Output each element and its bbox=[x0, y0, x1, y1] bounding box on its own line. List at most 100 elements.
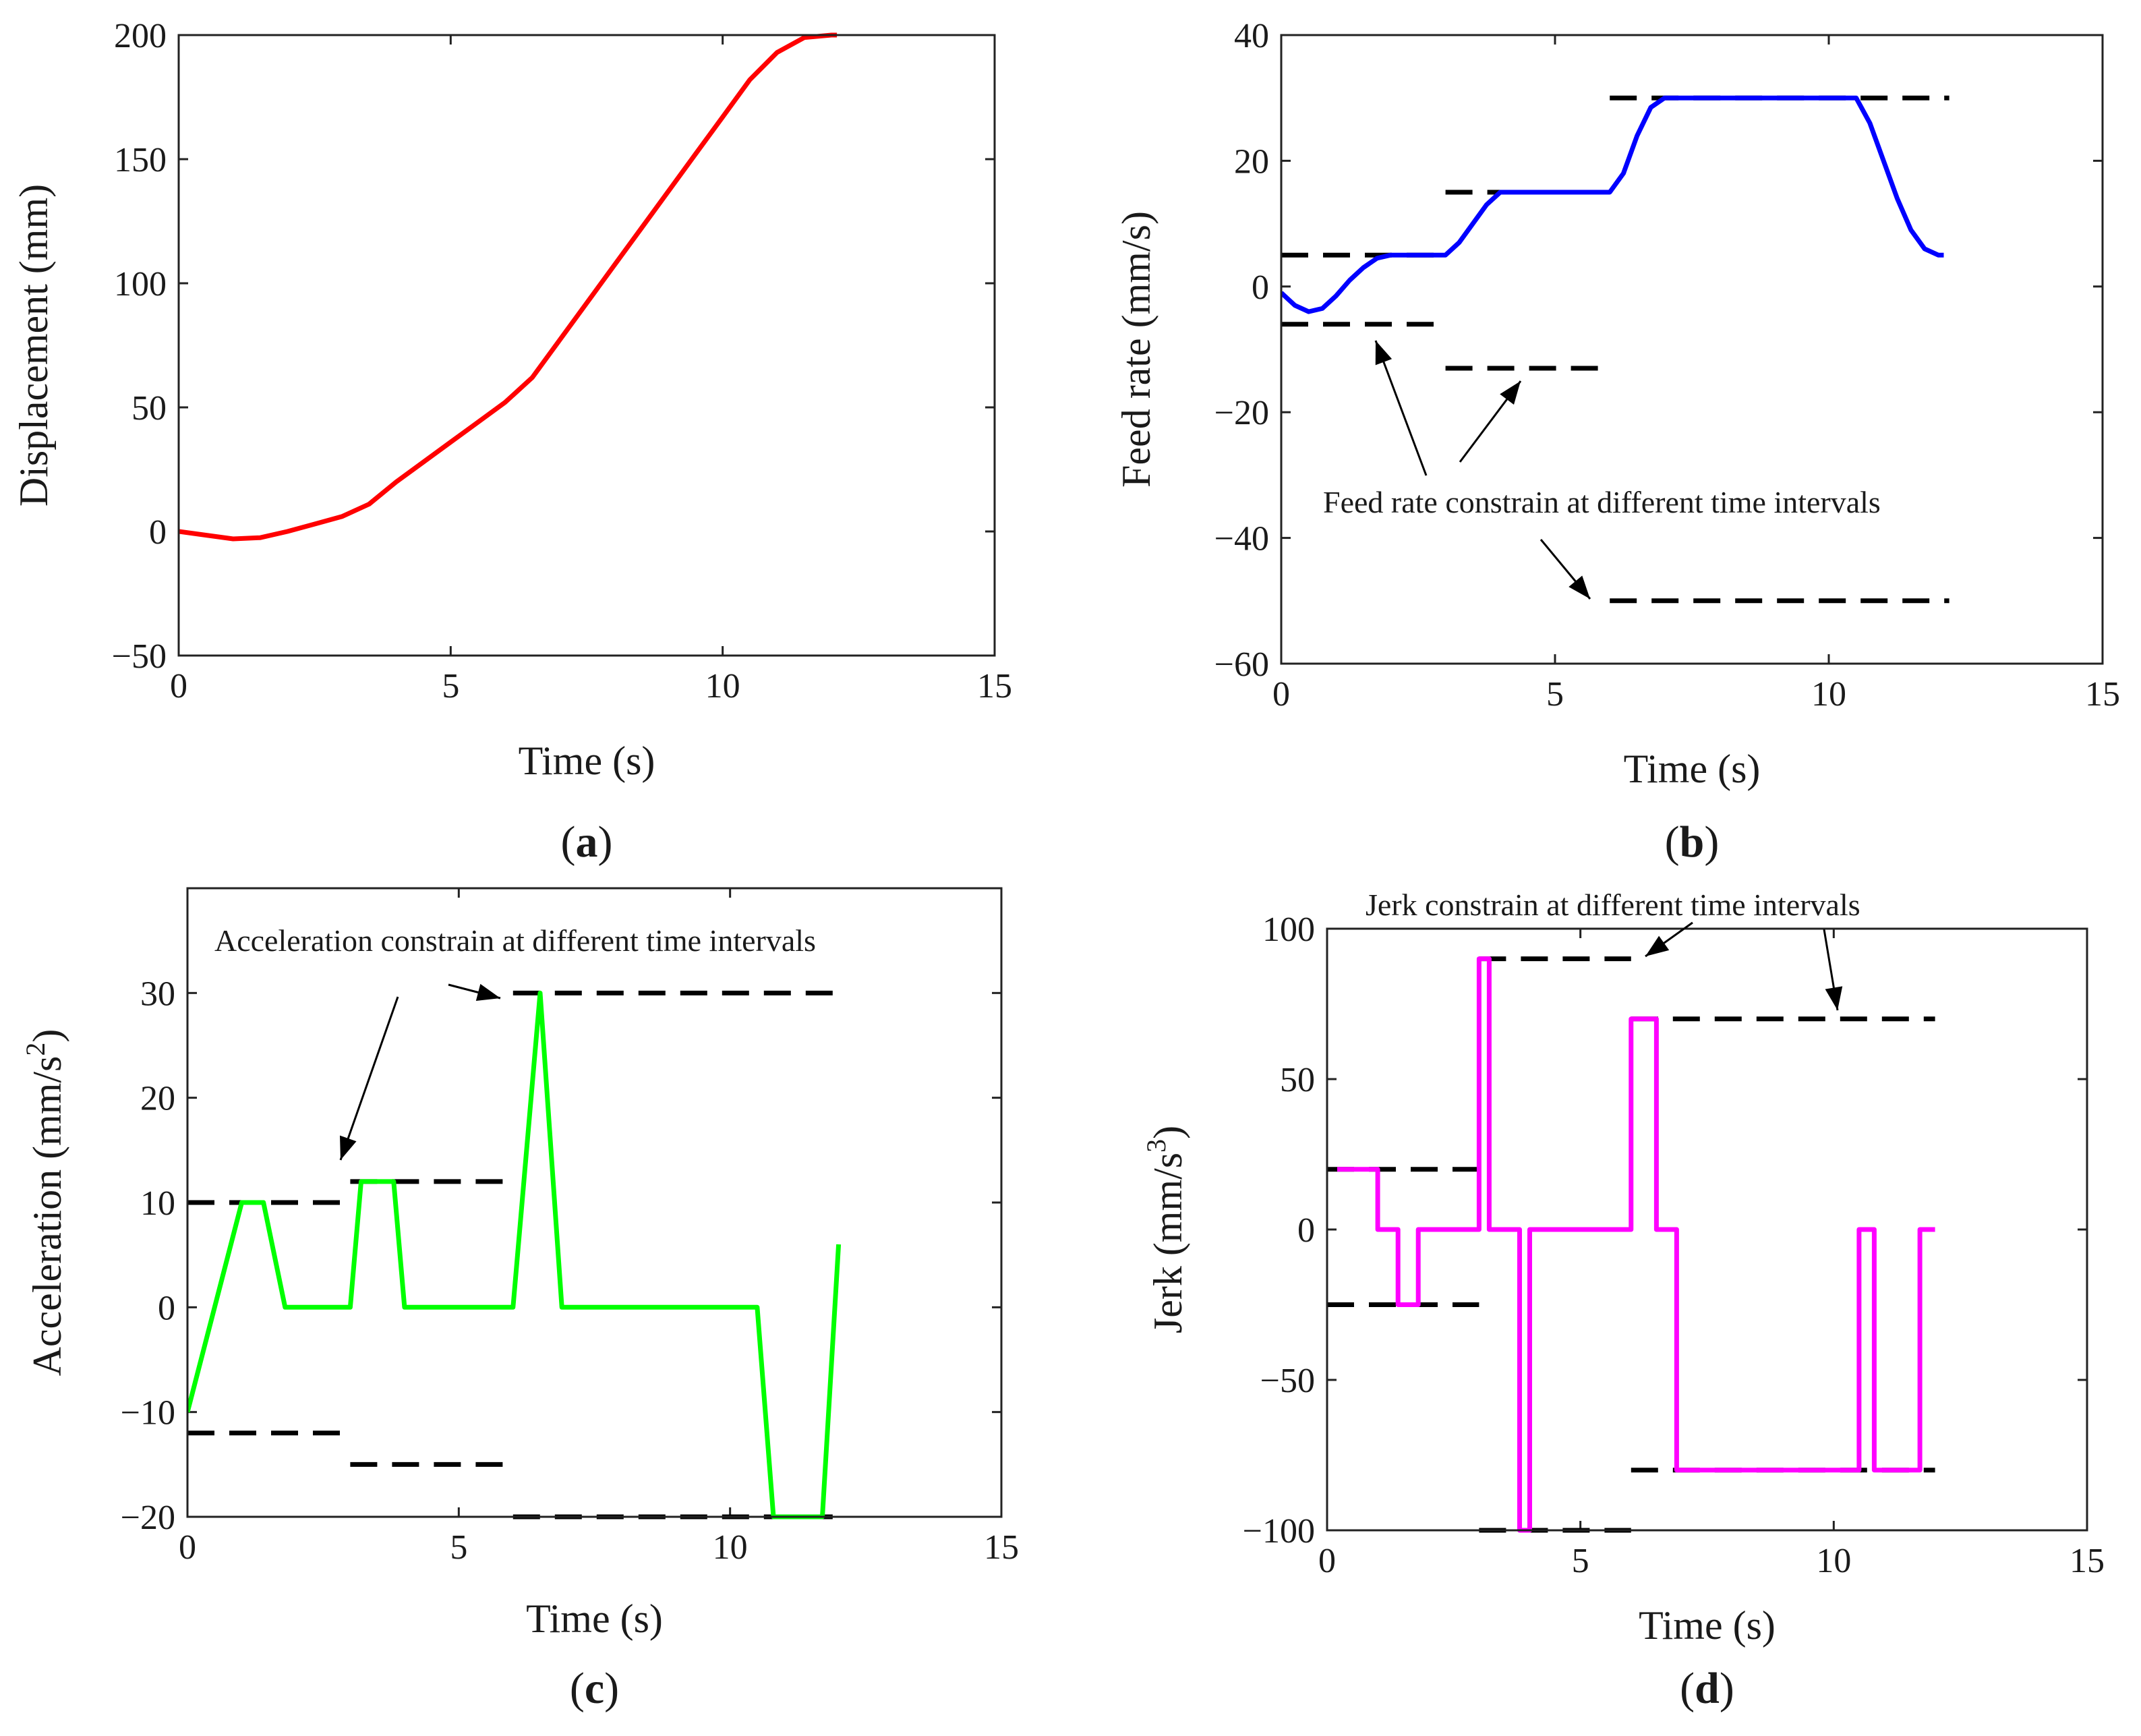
data-point bbox=[1445, 255, 1446, 256]
data-point bbox=[1519, 1229, 1520, 1230]
data-point bbox=[1398, 1304, 1399, 1305]
x-tick-label: 5 bbox=[450, 1528, 467, 1567]
annotation-arrow-3-head bbox=[1568, 575, 1590, 599]
x-tick-label: 10 bbox=[705, 667, 740, 705]
x-tick-label: 5 bbox=[1546, 675, 1564, 714]
panel-c: 0 5 10 15 −20 −10 0 10 20 30 Time (s) Acceleration … bbox=[20, 887, 1019, 1713]
data-point bbox=[404, 1307, 405, 1308]
y-tick-label: −60 bbox=[1214, 645, 1269, 684]
x-tick-label: 15 bbox=[2085, 675, 2120, 714]
y-tick-label: 150 bbox=[114, 141, 167, 179]
annotation-text: Acceleration constrain at different time… bbox=[214, 923, 816, 958]
data-point bbox=[838, 1244, 839, 1245]
y-tick-label: 0 bbox=[158, 1289, 175, 1327]
x-tick-label: 15 bbox=[2070, 1542, 2105, 1580]
series-line-c bbox=[187, 990, 842, 1520]
y-tick-label: 50 bbox=[131, 389, 167, 428]
y-tick-label: 0 bbox=[1297, 1211, 1315, 1250]
data-point bbox=[1938, 255, 1939, 256]
data-point bbox=[1910, 229, 1911, 230]
data-point bbox=[1489, 958, 1490, 959]
axes-frame bbox=[186, 887, 1003, 1518]
data-point bbox=[1858, 1229, 1859, 1230]
y-tick-label: −40 bbox=[1214, 520, 1269, 558]
series-line-a bbox=[179, 32, 838, 542]
x-tick-label: 5 bbox=[442, 667, 459, 705]
data-point bbox=[512, 1307, 513, 1308]
y-tick-label: 30 bbox=[140, 975, 175, 1013]
data-point bbox=[1529, 1229, 1530, 1230]
data-point bbox=[1418, 1229, 1419, 1230]
data-point bbox=[532, 377, 533, 378]
data-point bbox=[1623, 173, 1624, 174]
y-tick-label: 20 bbox=[140, 1080, 175, 1118]
y-tick-label: 100 bbox=[114, 265, 167, 303]
y-tick-label: 0 bbox=[149, 513, 167, 552]
x-tick-label: 0 bbox=[1318, 1542, 1336, 1580]
x-tick-label: 10 bbox=[1811, 675, 1846, 714]
x-tick-label: 10 bbox=[713, 1528, 748, 1567]
data-point bbox=[1489, 1229, 1490, 1230]
panel-d: 0 5 10 15 −100 −50 0 50 100 Time (s) Jerk (mm/s3) (… bbox=[1141, 888, 2105, 1713]
data-point bbox=[314, 523, 315, 524]
axes-frame bbox=[1280, 34, 2104, 665]
annotation-arrow-1-head bbox=[1645, 935, 1670, 956]
x-tick-label: 0 bbox=[179, 1528, 196, 1567]
data-point bbox=[393, 1181, 394, 1182]
data-point bbox=[1874, 1229, 1875, 1230]
data-point bbox=[559, 340, 560, 341]
x-axis-label: Time (s) bbox=[519, 739, 655, 783]
data-point bbox=[1943, 255, 1944, 256]
data-point bbox=[1486, 204, 1487, 205]
panel-b: 0 5 10 15 −60 −40 −20 0 20 40 Time (s) Feed rate (m… bbox=[1114, 17, 2120, 867]
panel-label: (d) bbox=[1680, 1664, 1734, 1713]
x-tick-label: 15 bbox=[977, 667, 1012, 705]
y-tick-label: −20 bbox=[121, 1499, 175, 1537]
data-point bbox=[777, 52, 778, 53]
data-point bbox=[505, 402, 506, 403]
annotation-text: Feed rate constrain at different time in… bbox=[1323, 485, 1881, 519]
data-point bbox=[1418, 1304, 1419, 1305]
y-axis-label: Jerk (mm/s3) bbox=[1141, 1126, 1190, 1333]
panel-label: (a) bbox=[561, 817, 613, 867]
series-line-b bbox=[1281, 95, 1944, 314]
data-point bbox=[1398, 1229, 1399, 1230]
y-tick-label: −10 bbox=[121, 1394, 175, 1433]
y-tick-label: 0 bbox=[1252, 268, 1269, 307]
x-tick-label: 10 bbox=[1816, 1542, 1851, 1580]
annotation-arrow-2-head bbox=[1825, 986, 1843, 1010]
y-axis-label: Displacement (mm) bbox=[11, 184, 56, 507]
annotation-arrow-1-shaft bbox=[339, 996, 399, 1161]
y-tick-label: 100 bbox=[1262, 910, 1315, 949]
data-point bbox=[1336, 295, 1337, 296]
data-point bbox=[287, 531, 288, 532]
y-tick-label: −20 bbox=[1214, 394, 1269, 432]
series-line-d bbox=[1337, 956, 1935, 1533]
x-tick-label: 5 bbox=[1572, 1542, 1589, 1580]
annotation-arrow-1-shaft bbox=[1374, 340, 1428, 476]
x-tick-label: 0 bbox=[170, 667, 187, 705]
annotation-arrow-1-head bbox=[340, 1135, 357, 1160]
x-axis-label: Time (s) bbox=[526, 1596, 663, 1641]
annotation-text: Jerk constrain at different time interva… bbox=[1366, 888, 1860, 922]
y-tick-label: −50 bbox=[1260, 1362, 1315, 1400]
data-point bbox=[668, 191, 669, 192]
y-tick-label: 50 bbox=[1280, 1061, 1315, 1099]
data-point bbox=[423, 461, 424, 462]
y-tick-label: 20 bbox=[1234, 142, 1269, 181]
y-tick-label: −100 bbox=[1243, 1512, 1315, 1551]
y-axis-label: Feed rate (mm/s) bbox=[1114, 211, 1159, 488]
annotation-arrow-1-head bbox=[1375, 341, 1392, 366]
data-point bbox=[1390, 255, 1391, 256]
axes-frame bbox=[177, 34, 996, 657]
annotation-arrow-2-head bbox=[475, 983, 500, 1002]
panel-label: (c) bbox=[570, 1664, 619, 1713]
y-tick-label: −50 bbox=[112, 637, 167, 676]
y-tick-label: 10 bbox=[140, 1184, 175, 1223]
x-axis-label: Time (s) bbox=[1624, 747, 1761, 791]
y-axis-label: Acceleration (mm/s2) bbox=[20, 1029, 69, 1377]
x-tick-label: 0 bbox=[1272, 675, 1290, 714]
x-tick-label: 15 bbox=[984, 1528, 1019, 1567]
data-point bbox=[1349, 280, 1350, 281]
